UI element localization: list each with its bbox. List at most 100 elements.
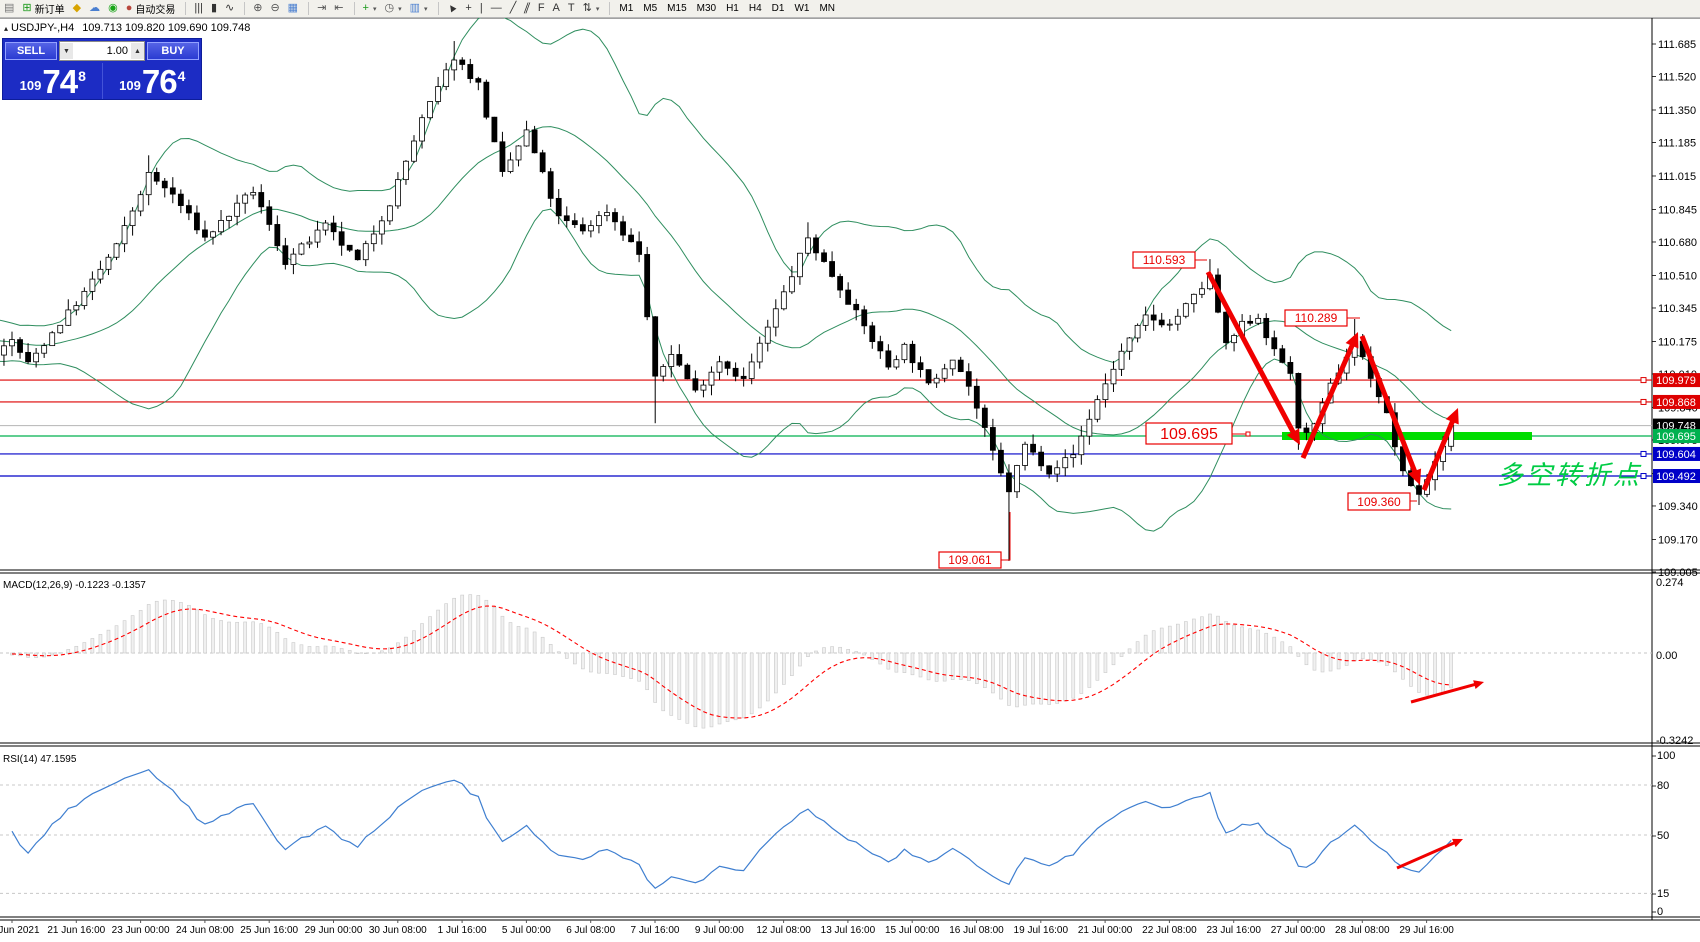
eraser-button[interactable]: ◆ — [69, 1, 85, 16]
svg-text:12 Jul 08:00: 12 Jul 08:00 — [756, 925, 811, 936]
timeframe-tf-m15[interactable]: M15 — [662, 1, 691, 16]
label-button[interactable]: T — [564, 1, 579, 16]
price-tag-109.979 — [1653, 373, 1700, 388]
svg-text:-0.3242: -0.3242 — [1656, 735, 1693, 747]
svg-text:111.350: 111.350 — [1658, 105, 1696, 117]
timeframe-tf-m1[interactable]: M1 — [614, 1, 638, 16]
svg-text:109.005: 109.005 — [1658, 567, 1698, 579]
templates-icon: ▥ — [409, 2, 420, 14]
svg-text:15 Jul 00:00: 15 Jul 00:00 — [885, 925, 940, 936]
chart-shift-button[interactable]: ⇤ — [330, 1, 347, 16]
svg-text:80: 80 — [1657, 780, 1669, 792]
toolbar-separator — [308, 2, 310, 15]
new-order-icon: ⊞ — [22, 2, 32, 14]
indicators-button[interactable]: + ▾ — [359, 1, 381, 16]
bars-chart-button[interactable]: ||| — [190, 1, 207, 16]
svg-text:30 Jun 08:00: 30 Jun 08:00 — [369, 925, 427, 936]
ask-prefix: 109 — [119, 78, 141, 93]
ask-price[interactable]: 109 76 4 — [103, 63, 202, 99]
svg-text:110.510: 110.510 — [1658, 270, 1697, 282]
crosshair-button[interactable]: + — [461, 1, 475, 16]
trendline-button[interactable]: ╱ — [506, 1, 521, 16]
svg-text:7 Jul 16:00: 7 Jul 16:00 — [631, 925, 680, 936]
timeframe-tf-w1[interactable]: W1 — [789, 1, 814, 16]
svg-text:22 Jul 08:00: 22 Jul 08:00 — [1142, 925, 1197, 936]
sell-button[interactable]: SELL — [5, 42, 57, 60]
eraser-icon: ◆ — [72, 2, 82, 14]
price-annotation-109.061[interactable]: 109.061 — [938, 512, 1011, 569]
chart-window-button[interactable]: ▤ — [0, 1, 18, 16]
new-order-button[interactable]: ⊞ 新订单 — [18, 1, 68, 17]
line-chart-button[interactable]: ∿ — [221, 1, 238, 16]
svg-text:110.289: 110.289 — [1295, 311, 1338, 325]
annotations[interactable]: 110.593 110.289 109.695 109.360 109.061 多空转折点 — [938, 251, 1642, 870]
zoom-out-icon: ⊖ — [270, 2, 280, 14]
cloud-button[interactable]: ☁ — [85, 1, 104, 16]
timeframe-tf-d1[interactable]: D1 — [767, 1, 790, 16]
signal-icon: ◉ — [108, 2, 118, 14]
timeframe-tf-mn[interactable]: MN — [814, 1, 840, 16]
timeframe-tf-h4[interactable]: H4 — [744, 2, 767, 15]
templates-button[interactable]: ▥ ▾ — [406, 1, 432, 16]
fibonacci-button[interactable]: F — [534, 1, 549, 16]
price-annotation-109.360[interactable]: 109.360 — [1347, 492, 1417, 511]
chinese-note-text[interactable]: 多空转折点 — [1497, 460, 1642, 490]
periods-button[interactable]: ◷ ▾ — [380, 1, 405, 16]
indicators-icon: + — [362, 2, 369, 14]
autotrading-icon: ● — [125, 2, 133, 14]
candles-chart-button[interactable]: ▮ — [207, 1, 221, 16]
tf-m1-label: M1 — [619, 3, 634, 14]
auto-scroll-button[interactable]: ⇥ — [313, 1, 330, 16]
price-annotation-110.593[interactable]: 110.593 — [1132, 251, 1207, 269]
tf-m30-label: M30 — [696, 3, 717, 14]
zoom-in-button[interactable]: ⊕ — [249, 1, 266, 16]
svg-text:109.695: 109.695 — [1656, 431, 1696, 443]
cursor-icon: ▲ — [443, 0, 460, 17]
lot-size-input[interactable] — [73, 44, 131, 58]
line-handles[interactable] — [1640, 377, 1647, 480]
horizontal-lines[interactable] — [0, 379, 1652, 477]
svg-text:27 Jul 00:00: 27 Jul 00:00 — [1271, 925, 1326, 936]
tf-d1-label: D1 — [771, 3, 785, 14]
rsi-label: RSI(14) 47.1595 — [3, 754, 77, 765]
time-axis[interactable]: 18 Jun 2021 21 Jun 16:00 23 Jun 00:00 24 Ju… — [0, 920, 1454, 936]
svg-text:21 Jun 16:00: 21 Jun 16:00 — [47, 925, 105, 936]
timeframe-tf-m5[interactable]: M5 — [638, 1, 662, 16]
buy-button[interactable]: BUY — [147, 42, 199, 60]
lot-decrease-button[interactable]: ▼ — [60, 43, 73, 59]
svg-text:109.360: 109.360 — [1357, 495, 1401, 509]
svg-text:109.061: 109.061 — [948, 553, 992, 567]
line-chart-icon: ∿ — [225, 2, 235, 14]
svg-text:111.685: 111.685 — [1658, 39, 1696, 51]
green-zone-highlight[interactable] — [1282, 432, 1532, 440]
svg-text:109.170: 109.170 — [1658, 534, 1698, 546]
indicator-labels: MACD(12,26,9) -0.1223 -0.1357 RSI(14) 47.… — [3, 580, 146, 765]
bid-price[interactable]: 109 74 8 — [3, 63, 103, 99]
fibonacci-icon: F — [537, 2, 545, 14]
horizontal-line-button[interactable]: — — [487, 1, 506, 16]
cloud-icon: ☁ — [89, 2, 101, 14]
svg-text:109.492: 109.492 — [1656, 471, 1696, 483]
equidistant-channel-button[interactable]: ∥ — [520, 1, 534, 16]
svg-text:29 Jul 16:00: 29 Jul 16:00 — [1399, 925, 1454, 936]
svg-text:25 Jun 16:00: 25 Jun 16:00 — [240, 925, 298, 936]
cursor-button[interactable]: ▲ — [443, 0, 462, 17]
arrows-button[interactable]: ⇅ ▾ — [579, 1, 604, 16]
vertical-line-icon: | — [479, 2, 483, 14]
price-annotation-109.695[interactable]: 109.695 — [1145, 422, 1251, 445]
macd-label: MACD(12,26,9) -0.1223 -0.1357 — [3, 580, 146, 591]
lot-increase-button[interactable]: ▲ — [131, 43, 144, 59]
price-annotation-110.289[interactable]: 110.289 — [1284, 309, 1360, 327]
vertical-line-button[interactable]: | — [476, 1, 487, 16]
signal-button[interactable]: ◉ — [104, 1, 122, 16]
autotrading-button[interactable]: ● 自动交易 — [122, 1, 180, 17]
tile-windows-button[interactable]: ▦ — [284, 1, 302, 16]
text-button[interactable]: A — [549, 1, 564, 16]
arrows-icon: ⇅ — [582, 2, 592, 14]
svg-text:23 Jun 00:00: 23 Jun 00:00 — [112, 925, 170, 936]
timeframe-tf-m30[interactable]: M30 — [692, 1, 721, 16]
timeframe-tf-h1[interactable]: H1 — [721, 1, 744, 16]
svg-text:28 Jul 08:00: 28 Jul 08:00 — [1335, 925, 1390, 936]
zoom-out-button[interactable]: ⊖ — [266, 1, 283, 16]
svg-text:109.604: 109.604 — [1656, 449, 1696, 461]
